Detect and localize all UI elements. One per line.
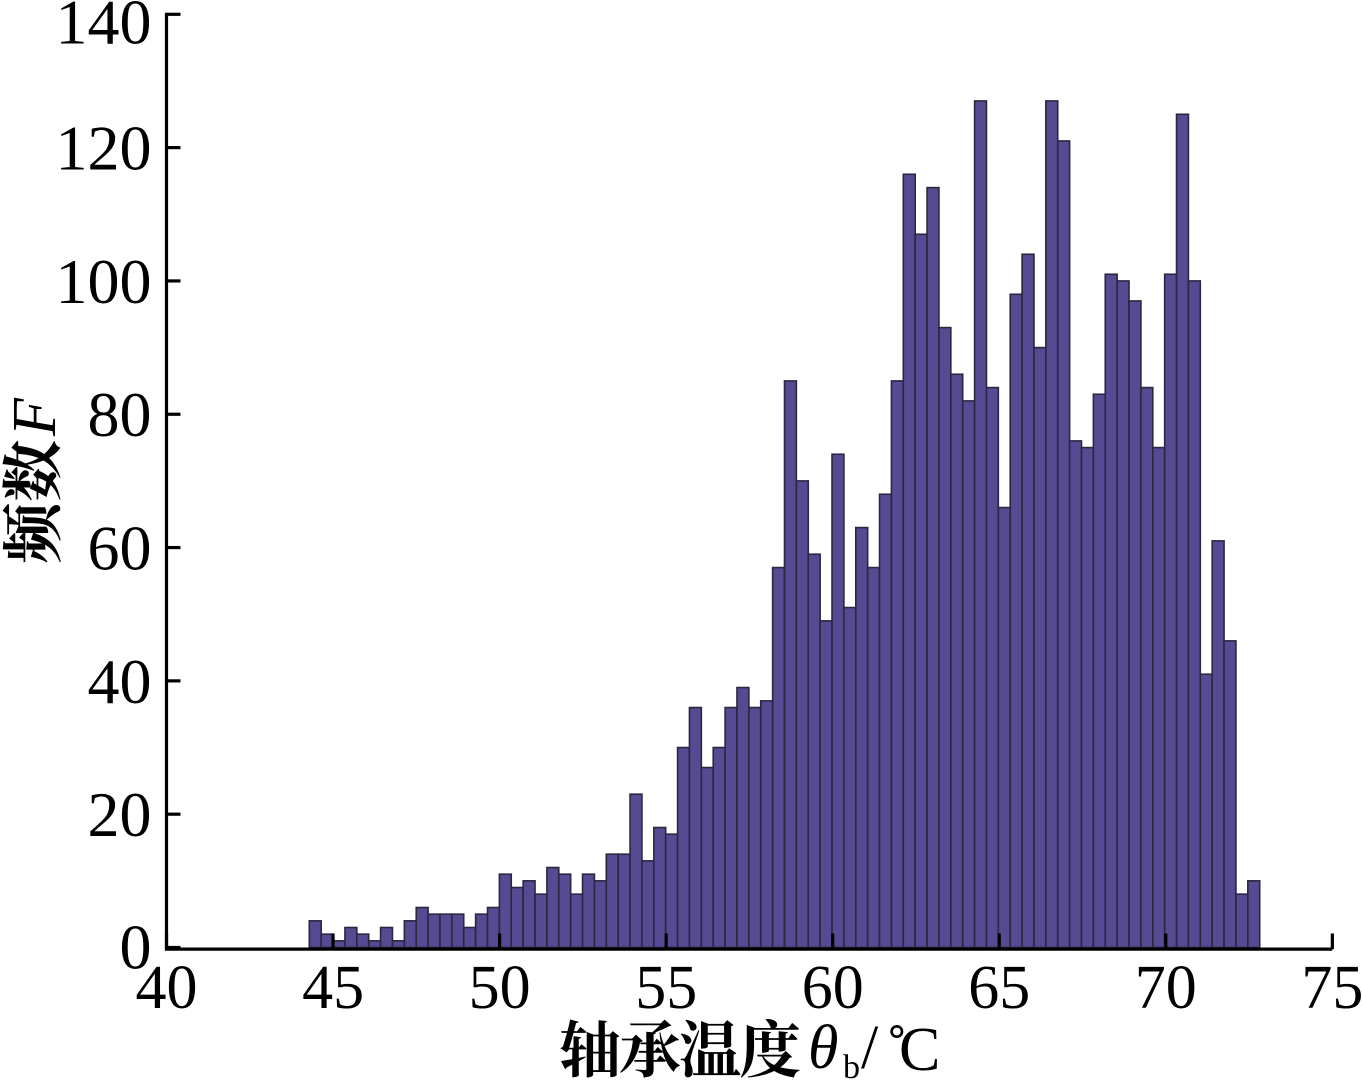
svg-text:b: b <box>843 1049 860 1083</box>
svg-text:120: 120 <box>56 113 152 184</box>
svg-text:140: 140 <box>56 0 152 58</box>
svg-text:/: / <box>861 1014 879 1082</box>
svg-text:75: 75 <box>1301 954 1362 1022</box>
svg-text:0: 0 <box>120 912 152 983</box>
svg-text:80: 80 <box>88 379 152 450</box>
svg-text:60: 60 <box>802 954 864 1022</box>
svg-text:C: C <box>899 1016 940 1083</box>
svg-text:40: 40 <box>136 954 198 1022</box>
svg-text:45: 45 <box>302 954 364 1022</box>
svg-text:F: F <box>1 397 69 437</box>
svg-text:65: 65 <box>968 954 1030 1022</box>
svg-text:20: 20 <box>88 779 152 850</box>
svg-text:55: 55 <box>635 954 697 1022</box>
svg-text:50: 50 <box>469 954 531 1022</box>
svg-text:60: 60 <box>88 513 152 584</box>
svg-text:θ: θ <box>808 1014 838 1082</box>
svg-text:40: 40 <box>88 646 152 717</box>
svg-text:70: 70 <box>1135 954 1197 1022</box>
svg-text:100: 100 <box>56 246 152 317</box>
